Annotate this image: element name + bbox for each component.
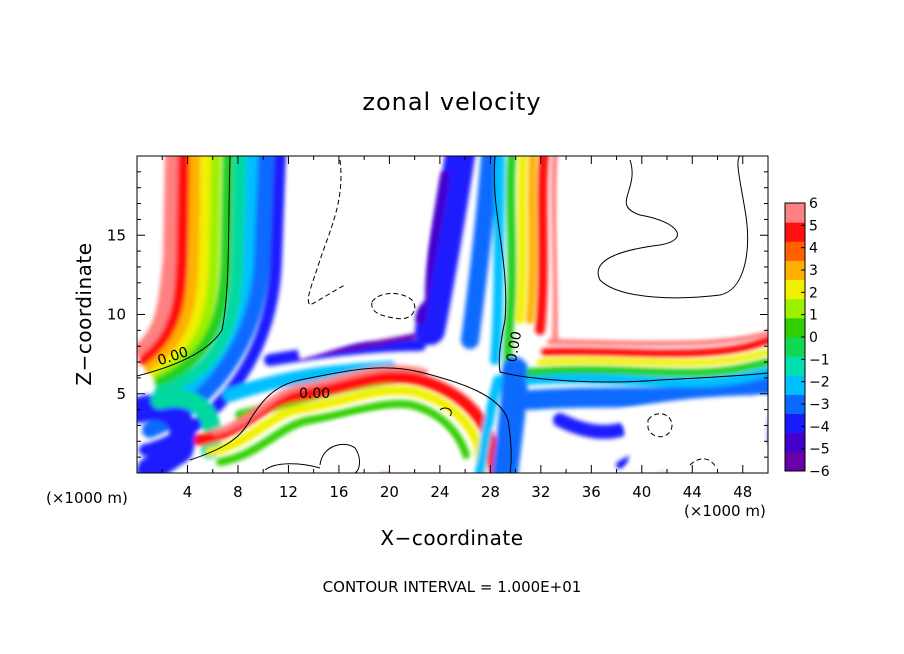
colorbar-tick-label: 2 — [809, 285, 818, 301]
colorbar-segment — [785, 317, 805, 338]
band-r-yellow — [516, 156, 527, 324]
pool-lowerleft — [137, 394, 196, 473]
colorbar-tick-label: −5 — [809, 442, 830, 458]
x-tick-label: 32 — [531, 483, 550, 501]
jet-center-cyan — [490, 156, 505, 365]
jet-center-purple — [415, 170, 450, 325]
band-left-teal — [154, 156, 246, 398]
colorbar-segment — [785, 375, 805, 395]
contour-interval-note: CONTOUR INTERVAL = 1.000E+01 — [322, 578, 582, 596]
band-left-yellow — [150, 156, 211, 378]
colorbar-tick-label: 5 — [809, 218, 818, 234]
contour-pos-bottom — [264, 463, 321, 471]
band-r-pink — [551, 156, 559, 343]
contour-zero-left — [137, 156, 231, 377]
colorbar-tick-label: −1 — [809, 352, 830, 368]
x-unit-note-right: (×1000 m) — [684, 502, 766, 520]
band-left-red — [139, 156, 190, 366]
white-upper-mid — [288, 156, 440, 360]
band-r-orange — [526, 156, 537, 324]
contour-neg-4 — [689, 458, 717, 469]
contour-neg-2 — [371, 293, 416, 320]
x-tick-label: 36 — [582, 483, 601, 501]
band-right-pink — [547, 329, 768, 347]
band-right-red — [541, 336, 768, 358]
column-lower-blue — [492, 357, 528, 473]
colorbar-segment — [785, 451, 805, 472]
y-tick-label: 10 — [107, 306, 126, 324]
colorbar-segment — [785, 337, 805, 357]
pool-right-dblue — [553, 413, 627, 439]
colorbar-segment — [785, 394, 805, 415]
tongue-green — [216, 399, 470, 466]
band-right-cyan — [525, 367, 768, 388]
y-axis-label: Z−coordinate — [72, 242, 96, 386]
band-left-pink — [137, 156, 179, 357]
colorbar-tick-label: −4 — [809, 419, 830, 435]
colorbar-tick-label: 0 — [809, 330, 818, 346]
colorbar-segment — [785, 260, 805, 281]
colorbar-segment — [785, 356, 805, 376]
contour-zero-jet — [493, 156, 768, 383]
colorbar-segment — [785, 279, 805, 300]
contour-label-2: 0.00 — [299, 386, 330, 402]
x-unit-note-left: (×1000 m) — [46, 489, 128, 507]
contour-neg-3 — [647, 413, 673, 438]
colorbar-segment — [785, 222, 805, 242]
contour-pos-upper-right — [597, 156, 749, 299]
x-tick-label: 48 — [733, 483, 752, 501]
contour-zero-mid — [189, 367, 512, 473]
jet-center-blue — [461, 156, 499, 349]
band-right-yellow — [537, 349, 768, 366]
x-tick-label: 40 — [632, 483, 651, 501]
colorbar-segment — [785, 203, 805, 223]
tongue-pink — [212, 365, 428, 435]
contour-label-3: 0.00 — [504, 330, 525, 363]
tongue-yellow — [205, 385, 487, 473]
band-left-lgreen — [153, 156, 221, 382]
y-axis-ticks: 5 10 15 — [107, 171, 768, 458]
colorbar-tick-label: 1 — [809, 308, 818, 324]
colorbar-tick-label: 3 — [809, 263, 818, 279]
y-tick-label: 5 — [116, 385, 126, 403]
x-axis-ticks: 4 8 12 16 20 24 28 32 36 40 44 48 — [161, 156, 752, 501]
x-tick-label: 4 — [183, 483, 193, 501]
colorbar-tick-label: −6 — [809, 464, 830, 480]
white-lower-mid — [245, 411, 462, 473]
x-tick-label: 8 — [233, 483, 243, 501]
x-tick-label: 24 — [430, 483, 449, 501]
colorbar-segment — [785, 298, 805, 319]
colorbar-segment — [785, 432, 805, 453]
colorbar-tick-label: −2 — [809, 375, 830, 391]
x-tick-label: 44 — [683, 483, 702, 501]
colorbar-segment — [785, 241, 805, 261]
x-tick-label: 16 — [329, 483, 348, 501]
x-tick-label: 28 — [481, 483, 500, 501]
band-right-green — [526, 358, 768, 377]
contours — [137, 156, 768, 473]
band-right-blue — [520, 375, 768, 410]
x-tick-label: 20 — [380, 483, 399, 501]
colorbar-tick-label: −3 — [809, 397, 830, 413]
band-left-green — [154, 156, 234, 388]
chart-title: zonal velocity — [362, 88, 542, 116]
band-left-orange — [144, 156, 201, 374]
x-axis-label: X−coordinate — [380, 526, 524, 550]
white-lower-right — [620, 395, 768, 473]
colorbar-segment — [785, 413, 805, 434]
colorbar-tick-label: 4 — [809, 241, 818, 257]
jet-center-dblue — [415, 156, 475, 345]
contour-pos-lower — [319, 443, 360, 473]
contour-pos-bottom2 — [439, 407, 452, 417]
contour-neg-1 — [307, 159, 346, 306]
y-tick-label: 15 — [107, 226, 126, 244]
column-lower-cyan — [475, 375, 503, 473]
colorbar-tick-label: 6 — [809, 196, 818, 212]
colorbar: 6 5 4 3 2 1 0 −1 −2 −3 −4 −5 −6 — [784, 196, 830, 480]
velocity-field — [137, 156, 768, 473]
band-r-red — [535, 156, 549, 335]
white-upper-right — [557, 156, 768, 339]
x-tick-label: 12 — [279, 483, 298, 501]
